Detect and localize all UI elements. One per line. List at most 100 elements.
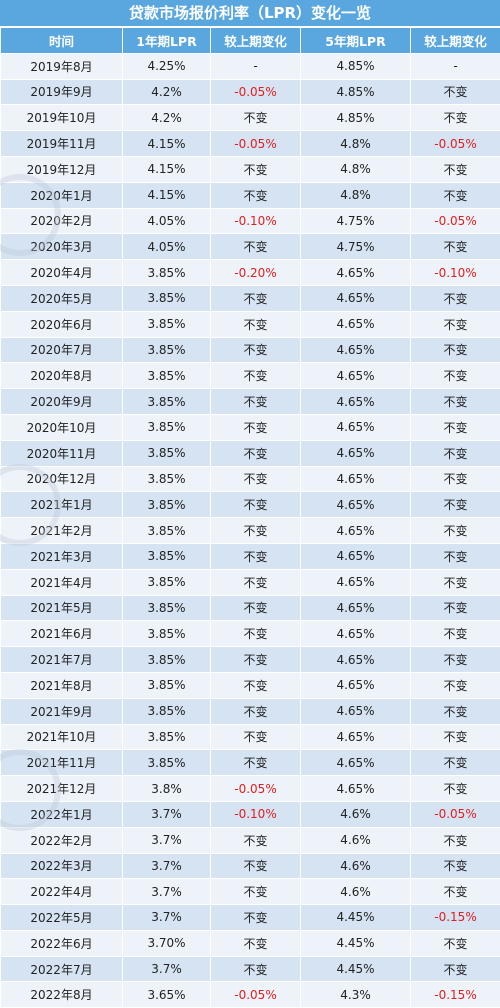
row-change-1y: 不变	[211, 156, 301, 182]
row-change-5y: 不变	[411, 595, 500, 621]
row-change-1y: 不变	[211, 724, 301, 750]
row-lpr-5y: 4.65%	[301, 414, 411, 440]
row-change-5y: 不变	[411, 492, 500, 518]
row-change-1y: 不变	[211, 105, 301, 131]
row-date: 2020年9月	[1, 389, 123, 415]
row-change-1y: 不变	[211, 337, 301, 363]
row-lpr-5y: 4.65%	[301, 543, 411, 569]
row-lpr-1y: 3.85%	[123, 698, 211, 724]
row-lpr-5y: 4.6%	[301, 801, 411, 827]
row-lpr-5y: 4.8%	[301, 156, 411, 182]
row-lpr-1y: 3.7%	[123, 956, 211, 982]
row-lpr-5y: 4.8%	[301, 131, 411, 157]
row-change-1y: 不变	[211, 956, 301, 982]
row-change-5y: 不变	[411, 389, 500, 415]
row-change-5y: 不变	[411, 750, 500, 776]
row-date: 2019年12月	[1, 156, 123, 182]
row-lpr-1y: 3.85%	[123, 647, 211, 673]
row-date: 2020年7月	[1, 337, 123, 363]
row-lpr-5y: 4.85%	[301, 53, 411, 79]
row-lpr-5y: 4.65%	[301, 647, 411, 673]
row-change-5y: 不变	[411, 466, 500, 492]
header-row: 时间 1年期LPR 较上期变化 5年期LPR 较上期变化	[1, 28, 500, 54]
row-lpr-1y: 3.8%	[123, 776, 211, 802]
row-lpr-5y: 4.45%	[301, 956, 411, 982]
row-change-1y: 不变	[211, 543, 301, 569]
row-lpr-5y: 4.8%	[301, 182, 411, 208]
row-lpr-5y: 4.45%	[301, 905, 411, 931]
row-lpr-5y: 4.65%	[301, 776, 411, 802]
row-change-1y: 不变	[211, 827, 301, 853]
row-date: 2022年5月	[1, 905, 123, 931]
row-change-5y: 不变	[411, 621, 500, 647]
row-lpr-1y: 3.7%	[123, 879, 211, 905]
row-change-5y: 不变	[411, 518, 500, 544]
row-date: 2022年1月	[1, 801, 123, 827]
row-change-5y: -0.15%	[411, 905, 500, 931]
row-lpr-1y: 3.85%	[123, 466, 211, 492]
row-change-5y: 不变	[411, 543, 500, 569]
row-lpr-1y: 3.85%	[123, 363, 211, 389]
row-lpr-5y: 4.65%	[301, 389, 411, 415]
row-lpr-1y: 3.85%	[123, 440, 211, 466]
row-date: 2022年6月	[1, 930, 123, 956]
row-change-5y: 不变	[411, 234, 500, 260]
row-change-1y: 不变	[211, 879, 301, 905]
row-lpr-5y: 4.65%	[301, 672, 411, 698]
row-change-5y: 不变	[411, 776, 500, 802]
row-change-5y: 不变	[411, 156, 500, 182]
row-change-5y: 不变	[411, 285, 500, 311]
row-change-1y: -0.05%	[211, 776, 301, 802]
row-date: 2020年10月	[1, 414, 123, 440]
row-change-5y: -0.10%	[411, 260, 500, 286]
row-lpr-1y: 4.05%	[123, 234, 211, 260]
row-lpr-5y: 4.85%	[301, 105, 411, 131]
row-lpr-5y: 4.65%	[301, 724, 411, 750]
row-change-5y: 不变	[411, 647, 500, 673]
row-change-5y: 不变	[411, 414, 500, 440]
row-lpr-1y: 3.7%	[123, 905, 211, 931]
row-lpr-5y: 4.75%	[301, 234, 411, 260]
row-change-5y: 不变	[411, 337, 500, 363]
row-change-5y: -0.05%	[411, 131, 500, 157]
row-change-1y: 不变	[211, 595, 301, 621]
row-date: 2021年6月	[1, 621, 123, 647]
row-lpr-5y: 4.3%	[301, 982, 411, 1008]
row-change-1y: 不变	[211, 569, 301, 595]
row-change-5y: -0.05%	[411, 801, 500, 827]
row-lpr-5y: 4.65%	[301, 260, 411, 286]
row-date: 2021年5月	[1, 595, 123, 621]
row-lpr-1y: 3.85%	[123, 621, 211, 647]
row-date: 2021年8月	[1, 672, 123, 698]
row-lpr-5y: 4.6%	[301, 879, 411, 905]
row-date: 2021年12月	[1, 776, 123, 802]
row-change-1y: -0.05%	[211, 131, 301, 157]
row-lpr-1y: 3.7%	[123, 801, 211, 827]
row-change-1y: 不变	[211, 672, 301, 698]
row-lpr-1y: 3.85%	[123, 389, 211, 415]
row-change-1y: 不变	[211, 285, 301, 311]
row-lpr-5y: 4.65%	[301, 492, 411, 518]
row-date: 2021年2月	[1, 518, 123, 544]
